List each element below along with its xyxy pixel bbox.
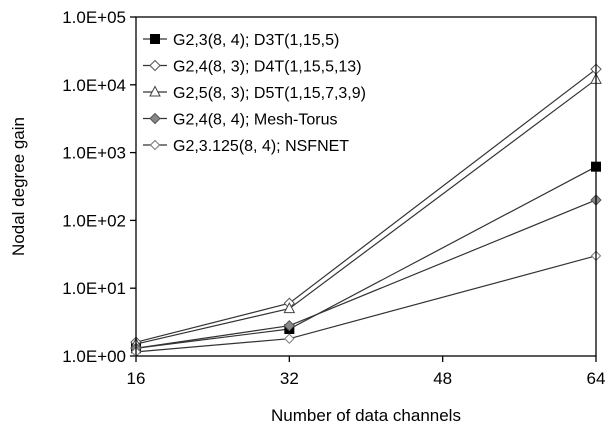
legend-label: G2,4(8, 4); Mesh-Torus [173,112,338,129]
data-point-marker [283,302,296,314]
data-point-marker [149,139,161,151]
series-lines [130,63,602,358]
y-tick-label: 1.0E+02 [62,211,126,230]
legend-item: G2,4(8, 4); Mesh-Torus [143,112,338,129]
y-tick-label: 1.0E+01 [62,279,126,298]
data-point-marker [283,319,296,332]
x-tick-label: 48 [433,369,452,388]
legend-label: G2,3.125(8, 4); NSFNET [173,138,349,155]
legend-item: G2,5(8, 3); D5T(1,15,7,3,9) [143,85,366,102]
y-axis-title: Nodal degree gain [9,117,28,256]
legend-label: G2,3(8, 4); D3T(1,15,5) [173,32,339,49]
legend-item: G2,3.125(8, 4); NSFNET [143,138,349,155]
x-tick-label: 16 [127,369,146,388]
series-path [135,166,597,349]
y-tick-label: 1.0E+00 [62,347,126,366]
x-axis-ticks: 16 32 48 64 [127,356,605,388]
x-tick-label: 64 [587,369,605,388]
data-point-marker [284,333,295,344]
plot-area-frame [135,16,597,357]
legend-item: G2,3(8, 4); D3T(1,15,5) [143,32,339,49]
data-point-marker [149,112,161,125]
x-tick-label: 32 [280,369,299,388]
legend-item: G2,4(8, 3); D4T(1,15,5,13) [143,59,362,76]
data-point-marker [149,59,161,72]
series-line [130,63,602,348]
series-line [131,161,601,354]
legend-label: G2,5(8, 3); D5T(1,15,7,3,9) [173,85,366,102]
series-path [135,68,597,343]
legend-label: G2,4(8, 3); D4T(1,15,5,13) [173,59,362,76]
y-tick-label: 1.0E+04 [62,76,126,95]
y-axis-ticks: 1.0E+00 1.0E+01 1.0E+02 1.0E+03 1.0E+04 1.0E+… [62,8,136,366]
data-point-marker [150,34,160,44]
y-tick-label: 1.0E+05 [62,8,126,27]
legend: G2,3(8, 4); D3T(1,15,5) G2,4(8, 3); D4T(1… [143,32,366,155]
series-path [135,255,597,353]
x-axis-title: Number of data channels [271,406,461,425]
y-tick-label: 1.0E+03 [62,144,126,163]
series-line [130,250,602,358]
data-point-marker [149,85,161,97]
